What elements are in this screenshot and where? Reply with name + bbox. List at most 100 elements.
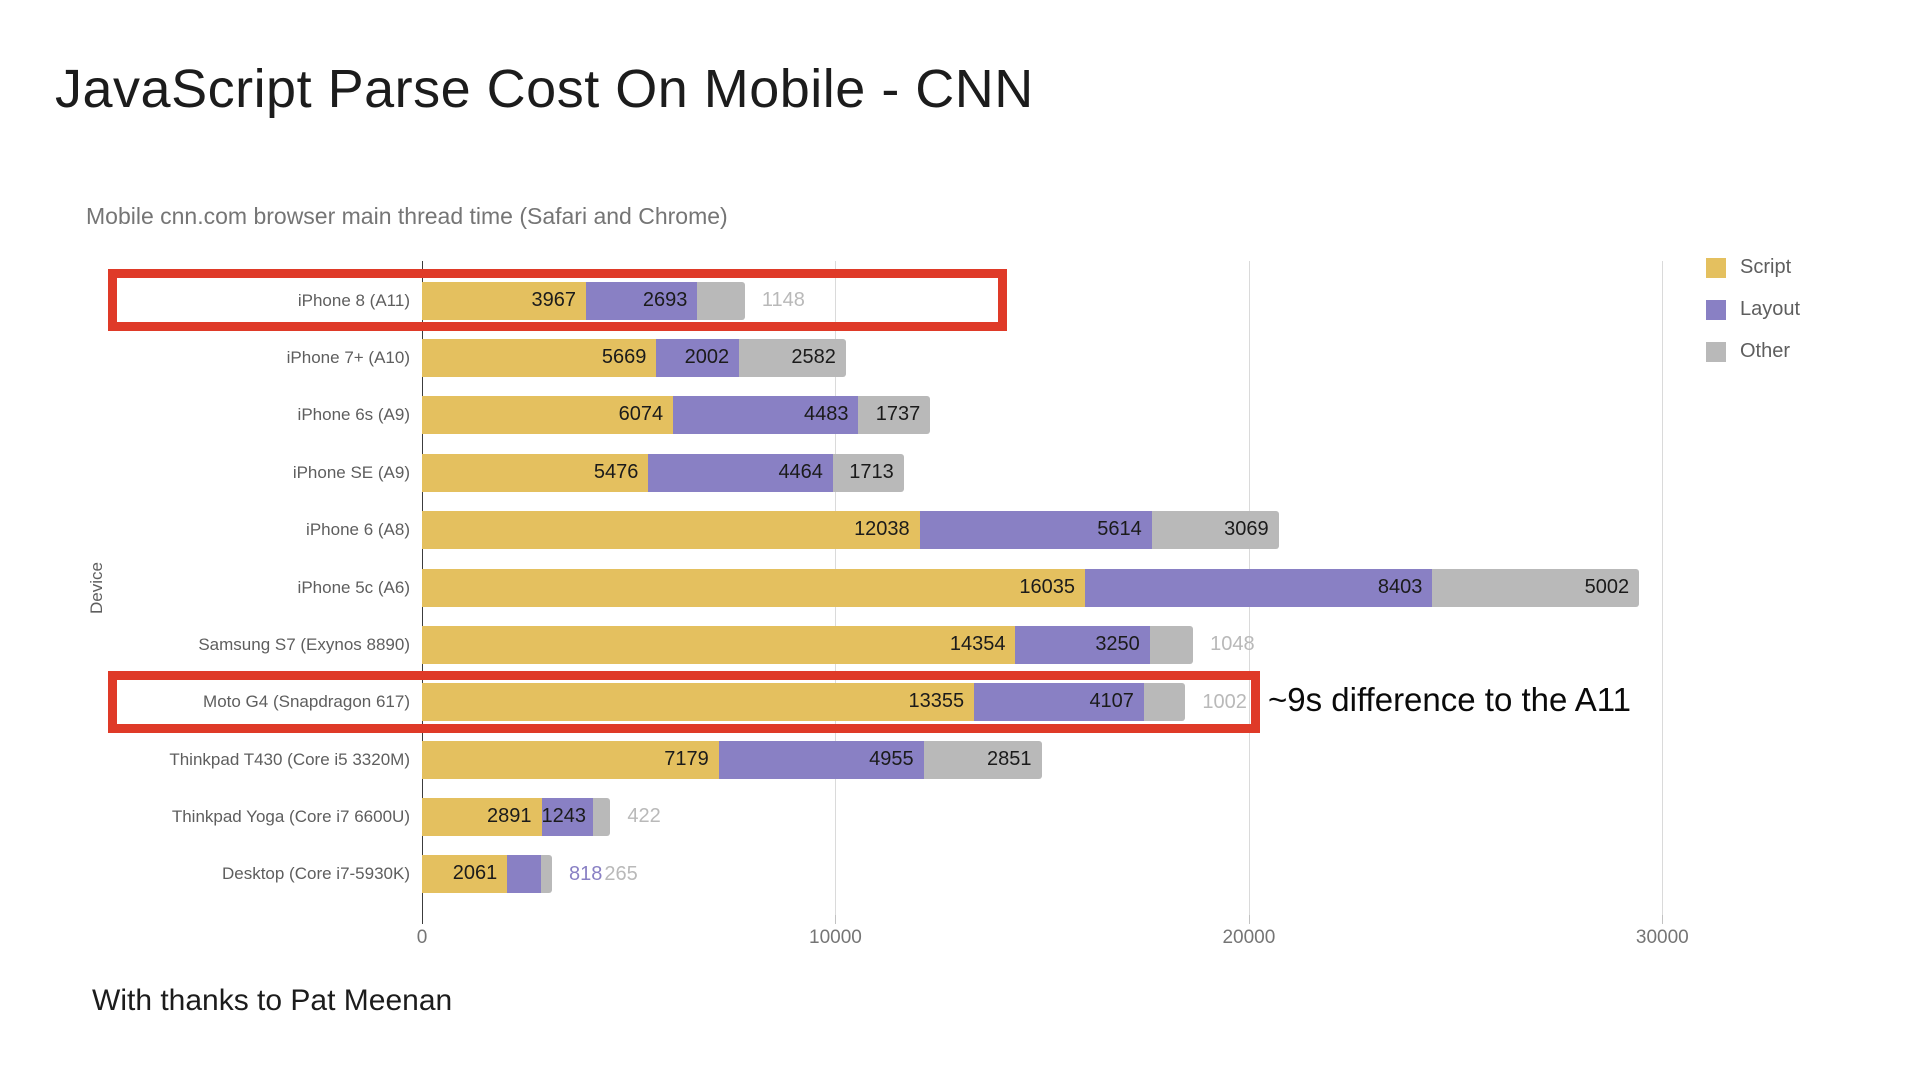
category-label: Moto G4 (Snapdragon 617) xyxy=(203,692,410,712)
outside-value-label: 1148 xyxy=(761,289,805,312)
outside-value-label: 1048 xyxy=(1210,633,1255,656)
outside-value-label: 265 xyxy=(604,862,638,885)
value-label: 1243 xyxy=(541,804,587,827)
value-label: 5476 xyxy=(593,460,639,483)
bar-segment-script xyxy=(422,339,657,378)
bar-segment-other xyxy=(541,855,552,894)
chart-legend: Script Layout Other xyxy=(1706,256,1800,382)
x-tick-mark-0 xyxy=(422,915,423,924)
outside-value-labels: 818 265 xyxy=(569,855,638,893)
outside-value-labels: 1048 xyxy=(1210,626,1255,664)
bar-segment-other xyxy=(1143,683,1186,722)
bar-segment-other xyxy=(697,281,745,320)
value-label: 4955 xyxy=(869,747,914,770)
outside-value-labels: 1148 xyxy=(762,282,805,320)
outside-value-label: 818 xyxy=(568,862,603,885)
bar-segment-layout xyxy=(586,281,698,320)
value-label: 3967 xyxy=(531,288,577,311)
category-label: Thinkpad T430 (Core i5 3320M) xyxy=(169,749,410,769)
bar-segment-script xyxy=(422,797,542,836)
annotation-9s-difference: ~9s difference to the A11 xyxy=(1268,681,1631,718)
value-label: 4107 xyxy=(1089,690,1134,713)
x-tick-mark-20000 xyxy=(1248,915,1250,924)
bar-segment-layout xyxy=(919,511,1152,550)
value-label: 12038 xyxy=(854,518,910,541)
bar-segment-layout xyxy=(1084,568,1433,607)
bar-segment-script xyxy=(422,396,674,435)
footer-credit: With thanks to Pat Meenan xyxy=(92,984,453,1017)
bar-segment-other xyxy=(1151,511,1279,550)
outside-value-labels: 422 xyxy=(627,798,660,836)
x-tick-label-30000: 30000 xyxy=(1635,927,1689,948)
bar-segment-other xyxy=(858,396,931,435)
bar-segment-script xyxy=(422,855,508,894)
x-tick-label-10000: 10000 xyxy=(809,927,862,948)
bar-segment-layout xyxy=(648,453,833,492)
bar-segment-script xyxy=(422,568,1085,607)
legend-label: Script xyxy=(1740,256,1792,278)
value-label: 5002 xyxy=(1584,575,1630,598)
x-tick-label-20000: 20000 xyxy=(1222,927,1276,948)
outside-value-label: 422 xyxy=(627,805,661,828)
value-label: 1713 xyxy=(849,460,894,483)
bar-segment-layout xyxy=(656,339,740,378)
value-label: 2693 xyxy=(642,288,688,311)
value-label: 3250 xyxy=(1095,632,1140,655)
category-label: Desktop (Core i7-5930K) xyxy=(221,864,410,884)
legend-swatch-other xyxy=(1706,341,1726,362)
bar-segment-layout xyxy=(673,396,859,435)
category-label: iPhone 6 (A8) xyxy=(306,520,410,540)
y-axis-title: Device xyxy=(87,562,106,614)
outside-value-labels: 1002 xyxy=(1202,683,1247,721)
value-label: 6074 xyxy=(618,403,664,426)
legend-item-other: Other xyxy=(1706,340,1800,363)
bar-segment-script xyxy=(422,511,920,550)
bar-segment-other xyxy=(592,797,611,836)
highlight-box-1 xyxy=(108,269,1007,331)
highlight-box-2 xyxy=(108,671,1260,733)
value-label: 2891 xyxy=(487,804,532,827)
legend-swatch-script xyxy=(1706,257,1726,278)
category-label: Thinkpad Yoga (Core i7 6600U) xyxy=(171,806,410,826)
value-label: 4464 xyxy=(778,460,823,483)
bar-segment-other xyxy=(923,740,1042,779)
value-label: 2582 xyxy=(791,346,836,369)
category-label: iPhone 5c (A6) xyxy=(297,577,410,597)
value-label: 4483 xyxy=(803,403,849,426)
value-label: 2851 xyxy=(987,747,1032,770)
value-label: 3069 xyxy=(1224,518,1269,541)
category-label: Samsung S7 (Exynos 8890) xyxy=(198,634,410,654)
bar-segment-layout xyxy=(541,797,593,836)
legend-swatch-layout xyxy=(1706,299,1726,320)
value-label: 16035 xyxy=(1019,575,1075,598)
bar-segment-script xyxy=(422,740,719,779)
bar-segment-other xyxy=(832,453,904,492)
page-title: JavaScript Parse Cost On Mobile - CNN xyxy=(55,59,1034,119)
x-tick-mark-30000 xyxy=(1662,915,1664,924)
outside-value-label: 1002 xyxy=(1202,690,1247,713)
bar-segment-layout xyxy=(1015,625,1150,664)
value-label: 2061 xyxy=(452,862,498,885)
value-label: 5669 xyxy=(601,346,647,369)
legend-item-script: Script xyxy=(1706,256,1800,279)
bar-segment-layout xyxy=(974,683,1144,722)
category-label: iPhone 7+ (A10) xyxy=(286,348,410,368)
value-label: 2002 xyxy=(684,346,730,369)
value-label: 5614 xyxy=(1097,518,1142,541)
bar-segment-other xyxy=(1149,625,1194,664)
legend-label: Other xyxy=(1740,340,1791,362)
value-label: 14354 xyxy=(949,632,1006,655)
value-label: 1737 xyxy=(875,403,921,426)
category-label: iPhone 6s (A9) xyxy=(297,405,410,425)
bar-segment-script xyxy=(422,281,586,320)
chart-subtitle: Mobile cnn.com browser main thread time … xyxy=(86,203,728,229)
bar-segment-layout xyxy=(718,740,924,779)
bar-segment-other xyxy=(1432,568,1640,607)
category-label: iPhone 8 (A11) xyxy=(297,290,410,310)
x-tick-label-0: 0 xyxy=(416,927,428,948)
bar-segment-other xyxy=(739,339,846,378)
bar-segment-script xyxy=(422,453,649,492)
value-label: 8403 xyxy=(1377,575,1423,598)
